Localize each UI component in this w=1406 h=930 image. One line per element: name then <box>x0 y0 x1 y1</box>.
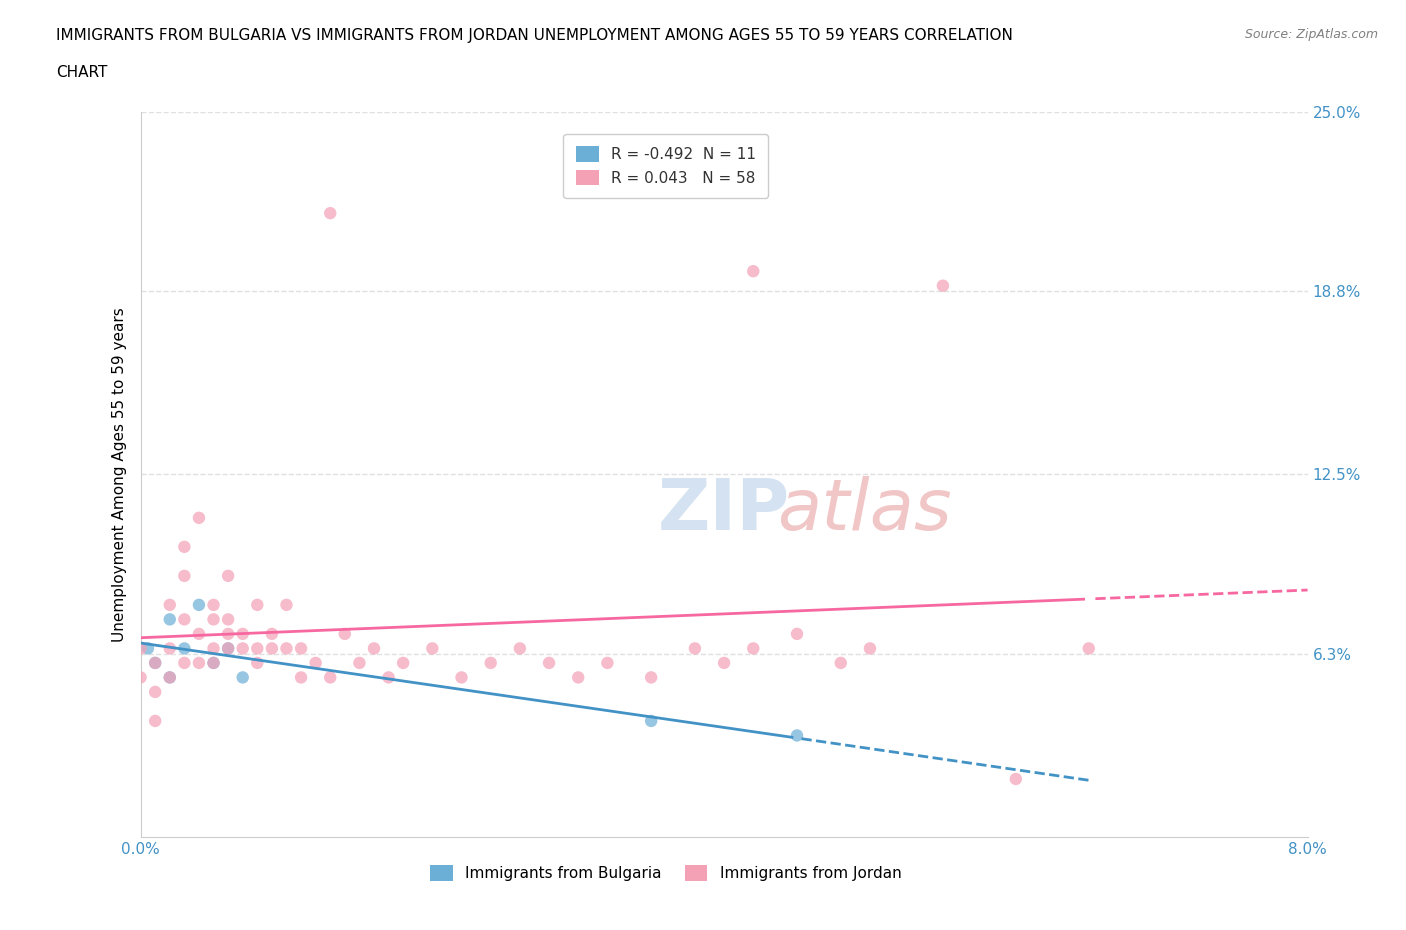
Y-axis label: Unemployment Among Ages 55 to 59 years: Unemployment Among Ages 55 to 59 years <box>111 307 127 642</box>
Immigrants from Jordan <box>859 641 882 656</box>
Immigrants from Jordan <box>290 641 312 656</box>
Immigrants from Jordan <box>260 641 283 656</box>
Immigrants from Jordan <box>567 670 589 684</box>
Immigrants from Jordan <box>319 206 342 220</box>
Immigrants from Jordan <box>173 612 195 627</box>
Immigrants from Jordan <box>349 656 371 671</box>
Immigrants from Jordan <box>596 656 619 671</box>
Immigrants from Jordan <box>202 612 225 627</box>
Immigrants from Jordan <box>202 656 225 671</box>
Immigrants from Jordan <box>188 656 211 671</box>
Immigrants from Jordan <box>173 539 195 554</box>
Immigrants from Jordan <box>217 568 239 583</box>
Legend: Immigrants from Bulgaria, Immigrants from Jordan: Immigrants from Bulgaria, Immigrants fro… <box>423 859 908 887</box>
Immigrants from Bulgaria <box>159 670 181 684</box>
Immigrants from Jordan <box>333 627 356 642</box>
Immigrants from Bulgaria <box>136 641 159 656</box>
Immigrants from Jordan <box>217 627 239 642</box>
Immigrants from Bulgaria <box>143 656 166 671</box>
Immigrants from Bulgaria <box>173 641 195 656</box>
Immigrants from Jordan <box>173 656 195 671</box>
Immigrants from Jordan <box>202 597 225 612</box>
Immigrants from Jordan <box>537 656 560 671</box>
Immigrants from Jordan <box>422 641 444 656</box>
Immigrants from Jordan <box>143 656 166 671</box>
Immigrants from Bulgaria <box>202 656 225 671</box>
Immigrants from Jordan <box>742 264 765 279</box>
Immigrants from Jordan <box>246 641 269 656</box>
Immigrants from Jordan <box>159 641 181 656</box>
Text: atlas: atlas <box>778 476 952 545</box>
Immigrants from Jordan <box>188 511 211 525</box>
Text: ZIP: ZIP <box>658 476 790 545</box>
Immigrants from Jordan <box>159 597 181 612</box>
Immigrants from Jordan <box>188 627 211 642</box>
Immigrants from Jordan <box>143 713 166 728</box>
Immigrants from Jordan <box>304 656 326 671</box>
Immigrants from Jordan <box>129 670 152 684</box>
Immigrants from Bulgaria <box>188 597 211 612</box>
Immigrants from Jordan <box>319 670 342 684</box>
Immigrants from Jordan <box>1004 772 1026 787</box>
Immigrants from Jordan <box>159 670 181 684</box>
Text: IMMIGRANTS FROM BULGARIA VS IMMIGRANTS FROM JORDAN UNEMPLOYMENT AMONG AGES 55 TO: IMMIGRANTS FROM BULGARIA VS IMMIGRANTS F… <box>56 28 1014 43</box>
Immigrants from Jordan <box>830 656 852 671</box>
Immigrants from Bulgaria <box>786 728 808 743</box>
Immigrants from Jordan <box>173 568 195 583</box>
Immigrants from Jordan <box>276 641 298 656</box>
Immigrants from Jordan <box>232 627 254 642</box>
Immigrants from Jordan <box>276 597 298 612</box>
Immigrants from Jordan <box>143 684 166 699</box>
Immigrants from Bulgaria <box>232 670 254 684</box>
Immigrants from Jordan <box>232 641 254 656</box>
Immigrants from Bulgaria <box>640 713 662 728</box>
Immigrants from Jordan <box>202 641 225 656</box>
Immigrants from Jordan <box>713 656 735 671</box>
Immigrants from Jordan <box>377 670 399 684</box>
Immigrants from Jordan <box>1077 641 1099 656</box>
Immigrants from Jordan <box>392 656 415 671</box>
Immigrants from Jordan <box>260 627 283 642</box>
Immigrants from Jordan <box>290 670 312 684</box>
Text: CHART: CHART <box>56 65 108 80</box>
Immigrants from Jordan <box>246 656 269 671</box>
Immigrants from Jordan <box>450 670 472 684</box>
Immigrants from Jordan <box>217 612 239 627</box>
Immigrants from Jordan <box>932 278 955 293</box>
Immigrants from Jordan <box>509 641 531 656</box>
Immigrants from Jordan <box>217 641 239 656</box>
Immigrants from Bulgaria <box>159 612 181 627</box>
Immigrants from Jordan <box>640 670 662 684</box>
Immigrants from Jordan <box>363 641 385 656</box>
Immigrants from Bulgaria <box>217 641 239 656</box>
Immigrants from Jordan <box>742 641 765 656</box>
Immigrants from Jordan <box>479 656 502 671</box>
Immigrants from Jordan <box>129 641 152 656</box>
Immigrants from Jordan <box>683 641 706 656</box>
Immigrants from Jordan <box>246 597 269 612</box>
Immigrants from Jordan <box>786 627 808 642</box>
Text: Source: ZipAtlas.com: Source: ZipAtlas.com <box>1244 28 1378 41</box>
